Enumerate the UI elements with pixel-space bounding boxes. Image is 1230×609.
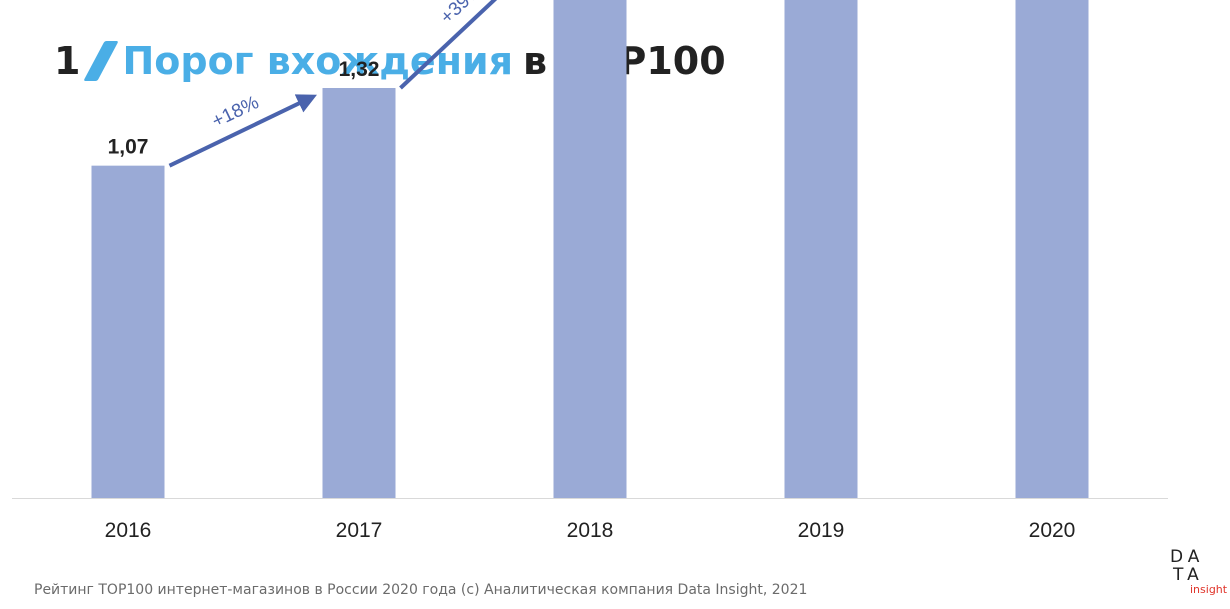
- bar-2017: [322, 88, 396, 499]
- x-tick-label-2018: 2018: [567, 519, 614, 542]
- title-accent: Порог вхождения: [122, 39, 513, 83]
- section-number: 1: [54, 39, 81, 83]
- growth-arrow-1: [168, 94, 317, 168]
- growth-arrow-2: [399, 0, 498, 90]
- x-tick-label-2017: 2017: [336, 519, 383, 542]
- bar-2016: [91, 165, 165, 498]
- x-tick-label-2020: 2020: [1029, 519, 1076, 542]
- x-tick-label-2019: 2019: [798, 519, 845, 542]
- bar-2018: [553, 0, 627, 498]
- data-label-2017: 1,32: [339, 58, 380, 81]
- bar-2019: [784, 0, 858, 498]
- bar-2020: [1015, 0, 1089, 499]
- x-tick-label-2016: 2016: [105, 519, 152, 542]
- data-label-2016: 1,07: [108, 136, 149, 159]
- logo-line-2: TA: [1173, 565, 1204, 585]
- logo-line-1: DA: [1170, 547, 1205, 567]
- source-footnote: Рейтинг TOP100 интернет-магазинов в Росс…: [34, 582, 808, 598]
- data-insight-logo: DA TA insight: [1170, 548, 1228, 604]
- logo-sub: insight: [1190, 583, 1228, 596]
